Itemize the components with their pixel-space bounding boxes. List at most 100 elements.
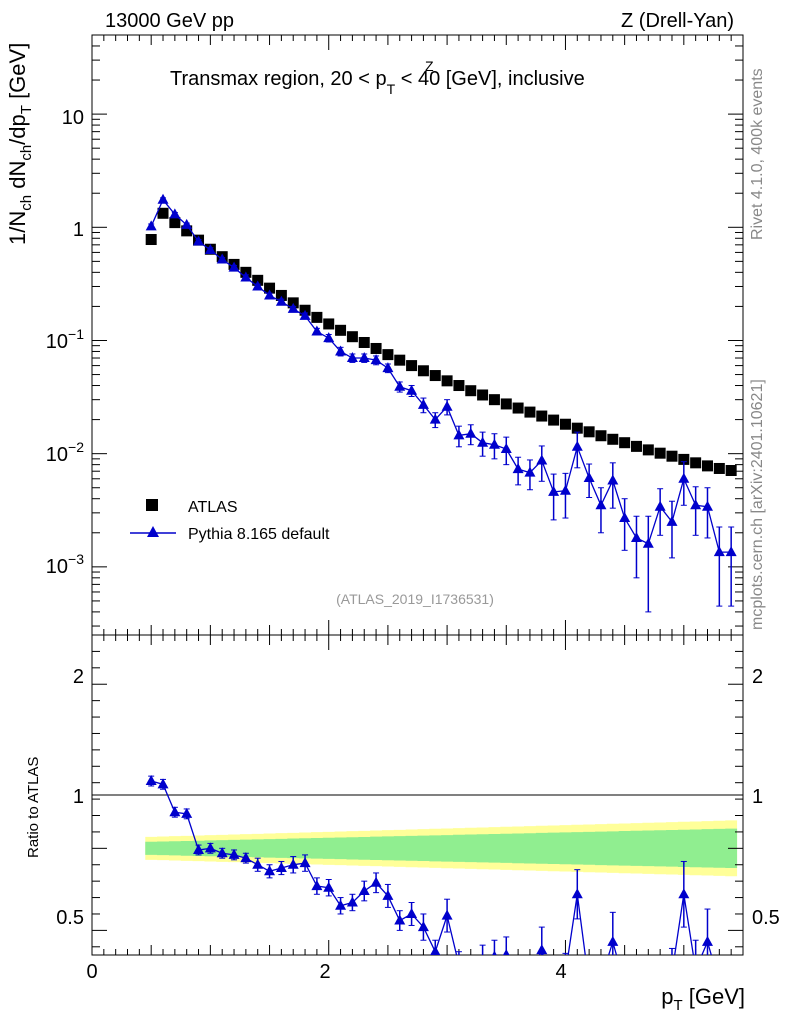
atlas-point: [169, 217, 181, 229]
atlas-point: [536, 410, 548, 422]
ratio-y-axis-label: Ratio to ATLAS: [25, 757, 42, 858]
atlas-point: [441, 375, 453, 387]
ratio-point: [370, 876, 382, 887]
ratio-point: [678, 888, 690, 899]
pythia-point: [370, 354, 382, 365]
ratio-point: [193, 843, 205, 854]
ratio-series-line: [151, 780, 712, 955]
ratio-y-tick-1: 1: [73, 786, 84, 808]
atlas-point: [145, 234, 157, 246]
atlas-point: [323, 318, 335, 330]
ratio-point: [584, 979, 595, 989]
atlas-point: [690, 457, 702, 469]
ratio-point: [335, 899, 347, 910]
pythia-point: [287, 302, 299, 313]
ratio-point: [571, 888, 583, 899]
x-tick-labels: 0 2 4: [86, 961, 566, 983]
ratio-point: [477, 956, 488, 966]
ratio-point: [157, 778, 169, 789]
ratio-point: [216, 847, 228, 858]
pythia-point: [275, 295, 287, 306]
atlas-point: [406, 360, 418, 372]
ratio-point: [406, 907, 418, 918]
ratio-y-tick-2: 2: [73, 666, 84, 688]
y-tick-label-0.01: 10−2: [46, 439, 84, 466]
source-label: mcplots.cern.ch [arXiv:2401.10621]: [749, 379, 766, 630]
pythia-point: [559, 484, 571, 495]
atlas-point: [619, 437, 631, 449]
ratio-point: [228, 848, 240, 859]
atlas-point: [181, 225, 193, 237]
x-axis-label: pT [GeV]: [661, 984, 745, 1014]
pythia-point: [453, 429, 465, 440]
ratio-y-tick-labels-left: 0.5 1 2: [56, 666, 84, 929]
pythia-point: [512, 463, 524, 474]
main-y-tick-labels: 10 1 10−1 10−2 10−3: [46, 107, 84, 578]
pythia-point: [477, 436, 489, 447]
header-right: Z (Drell-Yan): [621, 10, 734, 32]
ratio-point: [323, 881, 335, 892]
ratio-point: [536, 944, 548, 955]
pythia-point: [169, 208, 181, 219]
atlas-point: [642, 444, 654, 456]
ratio-point: [382, 889, 394, 900]
pythia-point: [488, 438, 500, 449]
ratio-point: [287, 858, 299, 869]
ratio-point: [311, 880, 323, 891]
pythia-series-line: [150, 198, 732, 553]
pythia-point: [619, 512, 631, 523]
legend-atlas-label: ATLAS: [188, 499, 238, 516]
ratio-point: [631, 988, 642, 998]
atlas-point: [500, 398, 512, 410]
pythia-point: [583, 471, 595, 482]
atlas-point: [571, 422, 583, 434]
pythia-point: [441, 400, 453, 411]
ratio-point: [465, 972, 476, 982]
ratio-point: [453, 959, 464, 969]
main-title: Transmax region, 20 < pT < 40 [GeV], inc…: [170, 68, 585, 97]
ratio-point: [666, 967, 677, 977]
atlas-point: [465, 385, 477, 397]
ratio-data-layer: [145, 775, 713, 998]
ratio-point: [548, 987, 559, 997]
ratio-point: [299, 857, 311, 868]
pythia-point: [524, 466, 536, 477]
ratio-point: [264, 865, 276, 876]
atlas-point: [524, 406, 536, 418]
ratio-point: [492, 950, 497, 955]
pythia-point: [690, 499, 702, 510]
ratio-point: [358, 885, 370, 895]
atlas-point: [488, 394, 500, 406]
atlas-point: [264, 282, 276, 294]
pythia-point: [204, 244, 216, 255]
legend-atlas-marker: [146, 499, 158, 511]
pythia-point: [630, 531, 642, 542]
main-data-layer: [145, 193, 737, 613]
ratio-point: [690, 964, 701, 974]
pythia-point: [228, 261, 240, 272]
atlas-point: [477, 389, 489, 401]
pythia-point: [500, 442, 512, 453]
atlas-point: [559, 418, 571, 430]
pythia-point: [311, 325, 323, 336]
pythia-point: [193, 235, 205, 246]
pythia-point: [157, 193, 169, 204]
atlas-point: [275, 289, 287, 301]
main-title-superscript: Z: [425, 58, 434, 74]
legend-pythia-label: Pythia 8.165 default: [188, 526, 330, 543]
atlas-point: [713, 462, 725, 474]
atlas-point: [678, 453, 690, 465]
pythia-point: [713, 546, 725, 557]
ratio-point: [643, 988, 654, 998]
pythia-point: [394, 380, 406, 391]
atlas-point: [394, 354, 406, 366]
pythia-point: [216, 253, 228, 264]
pythia-point: [701, 500, 713, 511]
pythia-point: [323, 332, 335, 343]
atlas-point: [252, 274, 264, 286]
ratio-y-tick-0.5: 0.5: [56, 907, 84, 929]
atlas-point: [701, 460, 713, 472]
atlas-point: [287, 297, 299, 309]
main-y-axis-label: 1/Nch dNch/dpT [GeV]: [5, 43, 35, 245]
